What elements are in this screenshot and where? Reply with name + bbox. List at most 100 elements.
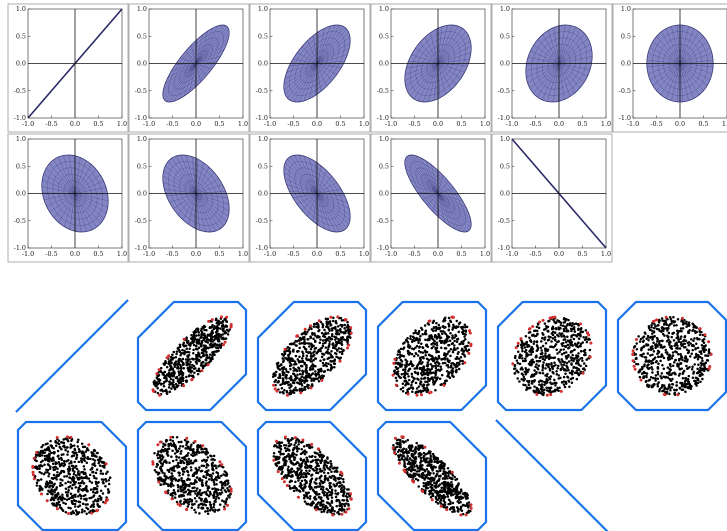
data-point — [555, 381, 558, 385]
data-point — [670, 386, 674, 389]
data-point — [74, 509, 78, 512]
data-point — [162, 362, 165, 365]
data-point — [197, 334, 201, 337]
bottom-panel-r-0.6 — [256, 420, 368, 531]
data-point — [656, 382, 659, 386]
data-point — [424, 368, 427, 372]
data-point — [203, 354, 206, 357]
data-point — [652, 350, 656, 353]
data-point — [323, 468, 327, 471]
y-tick-label: 1.0 — [379, 5, 389, 13]
data-point — [671, 351, 675, 354]
data-point — [74, 495, 77, 499]
data-point — [547, 363, 551, 366]
data-point — [447, 329, 450, 332]
extreme-point — [346, 346, 349, 350]
data-point — [93, 459, 97, 462]
data-point — [570, 340, 574, 344]
data-point — [673, 388, 676, 392]
data-point — [543, 336, 547, 339]
data-point — [53, 482, 56, 486]
data-point — [425, 357, 429, 360]
extreme-point — [164, 491, 168, 495]
extreme-point — [587, 333, 591, 337]
data-point — [447, 366, 450, 369]
data-point — [671, 364, 675, 367]
data-point — [51, 457, 55, 461]
data-point — [297, 443, 300, 446]
data-point — [520, 378, 523, 381]
extreme-point — [229, 323, 233, 326]
x-tick-label: -0.5 — [529, 120, 541, 128]
data-point — [415, 367, 419, 370]
data-point — [219, 481, 222, 484]
data-point — [457, 350, 460, 354]
data-point — [215, 346, 218, 350]
data-point — [190, 334, 193, 337]
data-point — [664, 351, 668, 354]
data-point — [584, 329, 588, 332]
data-point — [326, 457, 329, 460]
data-point — [323, 328, 326, 332]
data-point — [175, 350, 179, 353]
data-point — [175, 464, 178, 468]
data-point — [85, 461, 89, 464]
data-point — [207, 494, 211, 498]
data-point — [292, 369, 295, 372]
data-point — [402, 346, 406, 349]
data-point — [672, 339, 676, 342]
data-point — [172, 484, 175, 487]
extreme-point — [652, 319, 656, 323]
extreme-point — [158, 393, 162, 397]
data-point — [673, 320, 677, 323]
data-point — [549, 336, 552, 339]
data-point — [667, 356, 670, 359]
extreme-point — [329, 315, 333, 319]
data-point — [562, 367, 565, 371]
data-point — [322, 353, 326, 356]
data-point — [187, 462, 191, 466]
data-point — [569, 356, 573, 359]
data-point — [538, 383, 541, 386]
data-point — [569, 377, 573, 381]
extreme-point — [31, 466, 35, 469]
data-point — [94, 480, 98, 484]
data-point — [206, 489, 210, 492]
data-point — [182, 466, 186, 470]
data-point — [65, 460, 68, 463]
data-point — [656, 366, 660, 370]
data-point — [421, 351, 425, 354]
data-point — [543, 383, 546, 387]
data-point — [534, 365, 537, 369]
x-tick-label: 1.0 — [117, 250, 127, 258]
data-point — [186, 470, 190, 474]
data-point — [311, 367, 315, 371]
data-point — [177, 440, 181, 444]
data-point — [531, 358, 534, 361]
data-point — [449, 332, 452, 335]
extreme-point — [394, 383, 398, 387]
data-point — [570, 324, 574, 327]
data-point — [401, 389, 405, 393]
data-point — [217, 508, 221, 511]
data-point — [407, 353, 411, 356]
data-point — [537, 380, 541, 383]
data-point — [192, 352, 195, 355]
data-point — [586, 338, 590, 341]
data-point — [653, 382, 656, 386]
data-point — [691, 365, 694, 369]
x-tick-label: -1.0 — [264, 250, 276, 258]
data-point — [66, 450, 70, 453]
data-point — [524, 357, 527, 360]
data-point — [342, 349, 345, 352]
y-tick-label: -0.5 — [619, 87, 631, 95]
data-point — [314, 372, 318, 376]
ellipse-mesh — [283, 154, 351, 233]
data-point — [178, 447, 181, 450]
data-point — [153, 451, 156, 455]
data-point — [409, 362, 412, 365]
data-point — [340, 330, 343, 334]
data-point — [331, 359, 335, 363]
extreme-point — [541, 318, 545, 322]
data-point — [182, 483, 185, 487]
